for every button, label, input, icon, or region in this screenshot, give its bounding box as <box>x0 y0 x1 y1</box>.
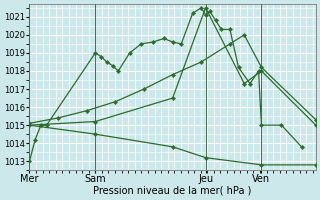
X-axis label: Pression niveau de la mer( hPa ): Pression niveau de la mer( hPa ) <box>93 186 252 196</box>
